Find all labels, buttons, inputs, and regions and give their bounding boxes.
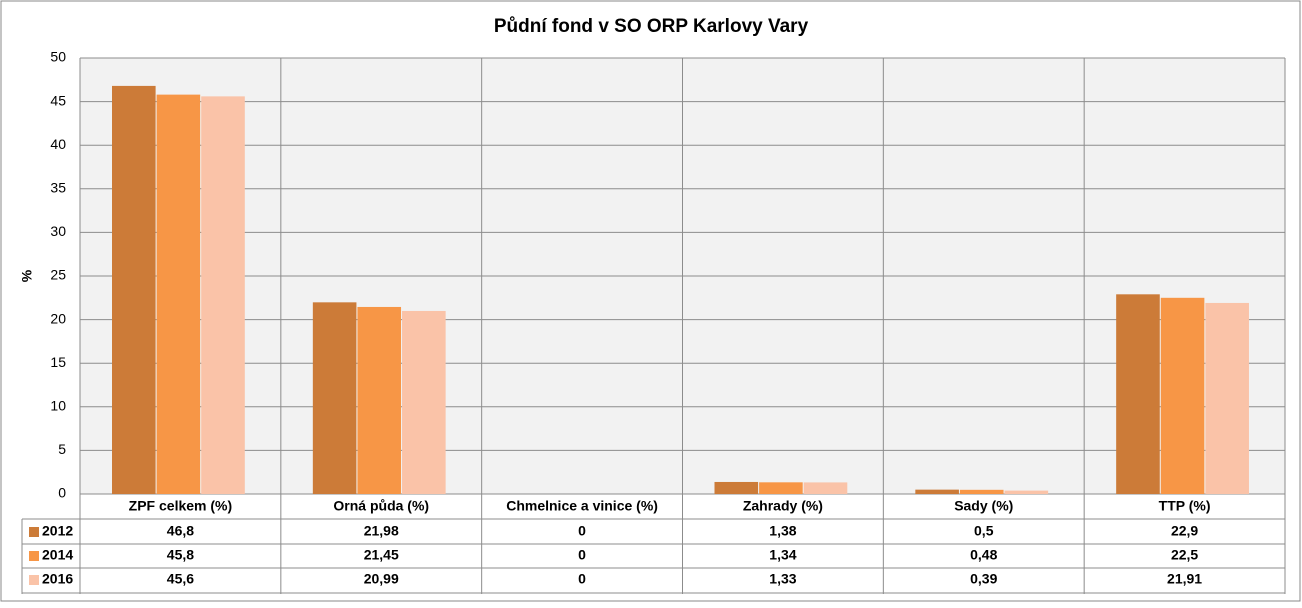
legend-label: 2014 — [42, 547, 73, 563]
table-value: 45,6 — [167, 571, 194, 587]
y-tick-label: 30 — [50, 223, 66, 239]
y-tick-label: 10 — [50, 398, 66, 414]
bar — [1004, 490, 1049, 494]
category-label: Chmelnice a vinice (%) — [506, 498, 658, 514]
y-tick-label: 35 — [50, 180, 66, 196]
y-tick-label: 25 — [50, 267, 66, 283]
bar — [803, 482, 848, 494]
y-tick-label: 0 — [58, 485, 66, 501]
table-value: 45,8 — [167, 547, 194, 563]
legend-swatch — [29, 527, 39, 537]
table-value: 0 — [578, 571, 586, 587]
table-value: 0,48 — [970, 547, 997, 563]
y-tick-label: 45 — [50, 92, 66, 108]
table-value: 0 — [578, 523, 586, 539]
bar — [1205, 302, 1249, 494]
table-value: 0,5 — [974, 523, 994, 539]
table-value: 46,8 — [167, 523, 194, 539]
bar — [156, 94, 201, 495]
table-value: 0,39 — [970, 571, 997, 587]
table-value: 21,98 — [364, 523, 399, 539]
y-axis-label: % — [19, 269, 35, 282]
table-value: 22,5 — [1171, 547, 1198, 563]
bar — [915, 489, 959, 494]
bar — [402, 310, 446, 494]
category-label: Zahrady (%) — [743, 498, 823, 514]
bar — [959, 489, 1004, 494]
table-value: 20,99 — [364, 571, 399, 587]
table-value: 21,91 — [1167, 571, 1202, 587]
y-tick-label: 50 — [50, 49, 66, 65]
category-label: Orná půda (%) — [333, 498, 429, 514]
bar — [714, 481, 759, 494]
table-value: 1,33 — [769, 571, 796, 587]
y-tick-label: 20 — [50, 310, 66, 326]
category-label: Sady (%) — [954, 498, 1013, 514]
bar — [1116, 294, 1160, 494]
y-tick-label: 40 — [50, 136, 66, 152]
table-value: 1,38 — [769, 523, 796, 539]
y-tick-label: 15 — [50, 354, 66, 370]
legend-label: 2016 — [42, 571, 73, 587]
chart-title: Půdní fond v SO ORP Karlovy Vary — [494, 16, 809, 37]
category-label: ZPF celkem (%) — [129, 498, 232, 514]
bar — [1160, 297, 1205, 494]
bar — [312, 302, 357, 494]
legend-swatch — [29, 575, 39, 585]
legend-label: 2012 — [42, 523, 73, 539]
table-value: 21,45 — [364, 547, 399, 563]
category-label: TTP (%) — [1159, 498, 1211, 514]
y-tick-label: 5 — [58, 441, 66, 457]
legend-swatch — [29, 551, 39, 561]
table-value: 22,9 — [1171, 523, 1198, 539]
bar — [112, 85, 156, 495]
bar — [201, 96, 245, 495]
bar — [759, 482, 803, 494]
table-value: 1,34 — [769, 547, 796, 563]
bar — [357, 306, 402, 494]
table-value: 0 — [578, 547, 586, 563]
